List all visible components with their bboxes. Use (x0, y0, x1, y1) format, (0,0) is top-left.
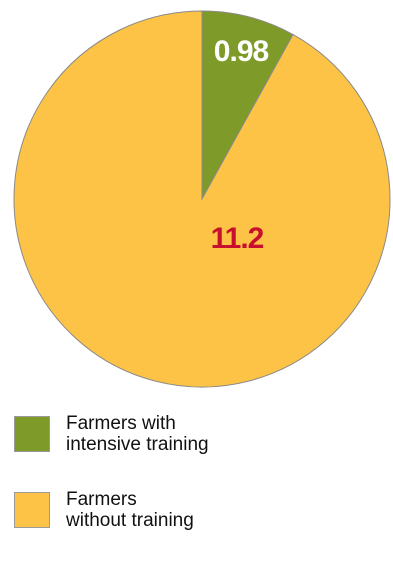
data-label-1: 11.2 (211, 222, 264, 255)
legend-label-intensive-training: Farmers with intensive training (66, 413, 246, 455)
pie-slice-1 (13, 10, 391, 388)
legend-label-line2: intensive training (66, 434, 209, 455)
legend-label-line1: Farmers (66, 489, 137, 510)
legend-label-line1: Farmers with (66, 413, 176, 434)
legend-item-without-training: Farmers without training (14, 486, 246, 534)
legend-label-line2: without training (66, 510, 194, 531)
legend: Farmers with intensive training Farmers … (14, 410, 246, 562)
data-label-0: 0.98 (214, 35, 269, 68)
pie-slice-0 (201, 10, 294, 201)
legend-swatch-intensive-training (14, 416, 50, 452)
pie-chart: 0.98 11.2 (13, 10, 391, 388)
legend-swatch-without-training (14, 492, 50, 528)
legend-item-intensive-training: Farmers with intensive training (14, 410, 246, 458)
legend-label-without-training: Farmers without training (66, 489, 246, 531)
